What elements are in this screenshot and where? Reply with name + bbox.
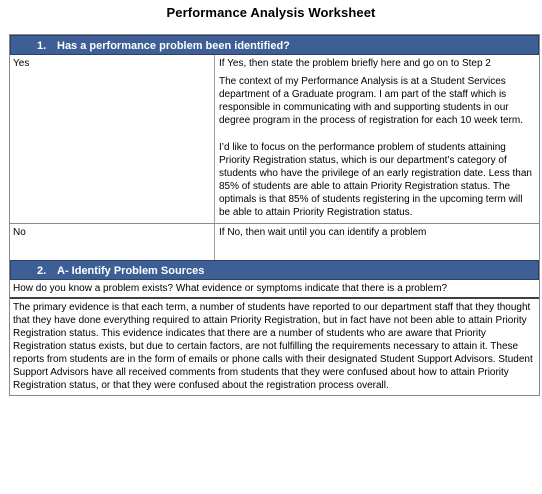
evidence-question: How do you know a problem exists? What e… (13, 283, 448, 294)
yes-content: If Yes, then state the problem briefly h… (215, 55, 539, 223)
evidence-answer: The primary evidence is that each term, … (10, 297, 539, 395)
yes-instruction: If Yes, then state the problem briefly h… (219, 58, 491, 69)
no-label: No (10, 224, 215, 260)
yes-label: Yes (10, 55, 215, 223)
problem-paragraph: I’d like to focus on the performance pro… (219, 142, 532, 218)
yes-row: Yes If Yes, then state the problem brief… (10, 55, 539, 223)
worksheet-table: 1. Has a performance problem been identif… (9, 34, 540, 396)
section-2-number: 2. (37, 265, 47, 277)
section-2-heading: A- Identify Problem Sources (57, 265, 205, 277)
no-row: No If No, then wait until you can identi… (10, 223, 539, 260)
section-1-heading: Has a performance problem been identifie… (57, 40, 290, 52)
context-paragraph: The context of my Performance Analysis i… (219, 76, 524, 126)
no-instruction: If No, then wait until you can identify … (219, 227, 427, 238)
page-title: Performance Analysis Worksheet (166, 5, 376, 20)
section-1-header: 1. Has a performance problem been identif… (10, 35, 539, 55)
section-2-header: 2. A- Identify Problem Sources (10, 260, 539, 280)
section-1-number: 1. (37, 40, 47, 52)
